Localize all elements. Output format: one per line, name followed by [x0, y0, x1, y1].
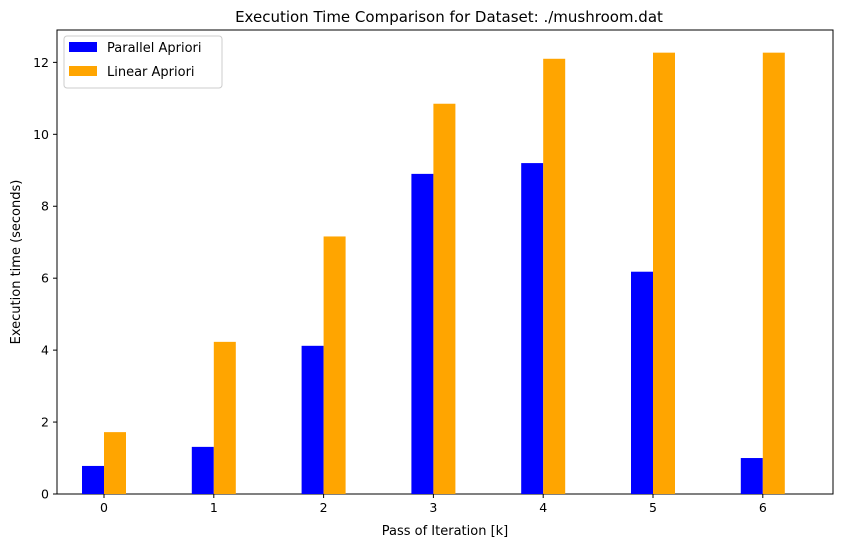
x-tick-label: 2 — [320, 500, 328, 515]
y-tick-label: 10 — [33, 127, 49, 142]
x-tick-label: 6 — [759, 500, 767, 515]
legend-label-parallel-apriori: Parallel Apriori — [107, 41, 202, 56]
chart-title: Execution Time Comparison for Dataset: .… — [235, 8, 663, 26]
y-tick-label: 8 — [41, 199, 49, 214]
y-tick-label: 4 — [41, 343, 49, 358]
bar-linear-apriori-4 — [543, 58, 566, 494]
bar-linear-apriori-0 — [104, 432, 126, 494]
bar-parallel-apriori-5 — [631, 271, 653, 494]
y-tick-label: 0 — [41, 487, 49, 502]
bar-parallel-apriori-1 — [191, 446, 214, 494]
y-tick-label: 6 — [41, 271, 49, 286]
x-axis-ticks: 0 1 2 3 4 5 6 — [100, 494, 767, 515]
x-tick-label: 0 — [100, 500, 108, 515]
legend-swatch-linear-apriori — [69, 66, 97, 76]
bars-group — [82, 52, 785, 495]
legend-label-linear-apriori: Linear Apriori — [107, 65, 195, 80]
x-tick-label: 4 — [539, 500, 547, 515]
bar-parallel-apriori-3 — [411, 173, 434, 494]
y-axis-label: Execution time (seconds) — [9, 180, 24, 345]
y-tick-label: 12 — [33, 55, 49, 70]
legend-box — [63, 35, 223, 89]
legend-swatch-parallel-apriori — [69, 42, 97, 52]
legend: Parallel Apriori Linear Apriori — [63, 35, 223, 89]
y-tick-label: 2 — [41, 415, 49, 430]
bar-linear-apriori-1 — [213, 341, 236, 494]
x-tick-label: 1 — [210, 500, 218, 515]
bar-parallel-apriori-6 — [740, 458, 763, 494]
bar-parallel-apriori-2 — [301, 345, 324, 494]
bar-linear-apriori-3 — [433, 103, 456, 494]
x-tick-label: 3 — [429, 500, 437, 515]
bar-parallel-apriori-0 — [82, 465, 104, 494]
y-axis-ticks: 0 2 4 6 8 10 12 — [33, 55, 57, 502]
x-axis-label: Pass of Iteration [k] — [382, 524, 509, 539]
bar-linear-apriori-2 — [323, 236, 346, 494]
bar-linear-apriori-6 — [762, 52, 785, 495]
bar-linear-apriori-5 — [653, 52, 675, 495]
bar-parallel-apriori-4 — [521, 163, 544, 494]
x-tick-label: 5 — [649, 500, 657, 515]
